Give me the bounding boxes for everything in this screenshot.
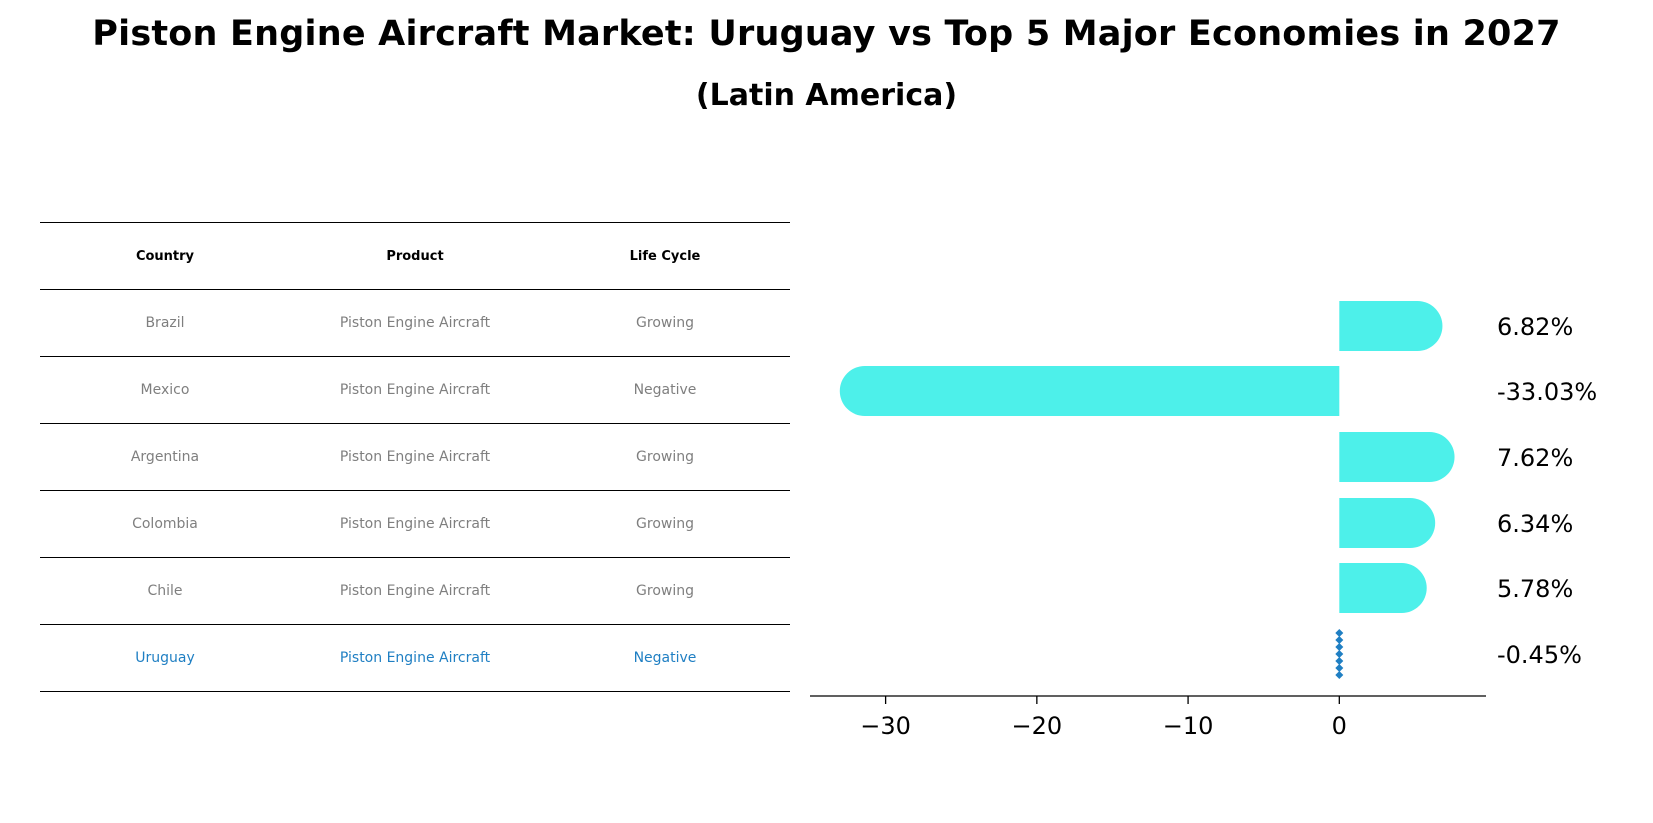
header-life-cycle: Life Cycle [629, 248, 701, 264]
cell-life-cycle: Negative [633, 650, 697, 666]
bar-brazil [1339, 301, 1443, 351]
header-country: Country [135, 248, 195, 264]
cell-product: Piston Engine Aircraft [339, 315, 491, 331]
table-row: Colombia Piston Engine Aircraft Growing [40, 490, 790, 557]
header-product: Product [386, 248, 444, 264]
cell-product: Piston Engine Aircraft [339, 516, 491, 532]
x-tick-label: 0 [1332, 712, 1347, 740]
bar-colombia [1339, 498, 1436, 548]
cell-country: Mexico [140, 382, 190, 398]
cell-product: Piston Engine Aircraft [339, 583, 491, 599]
chart-title: Piston Engine Aircraft Market: Uruguay v… [92, 14, 1561, 54]
cell-product: Piston Engine Aircraft [339, 382, 491, 398]
bar-mexico [839, 366, 1340, 416]
table-row: Chile Piston Engine Aircraft Growing [40, 557, 790, 624]
value-label-argentina: 7.62% [1497, 444, 1573, 472]
bar-chile [1339, 563, 1427, 613]
value-label-mexico: -33.03% [1497, 378, 1597, 406]
cell-country: Brazil [145, 315, 185, 331]
cell-life-cycle: Growing [636, 315, 694, 331]
table-header-row: Country Product Life Cycle [40, 222, 790, 289]
market-table: Country Product Life Cycle Brazil Piston… [40, 222, 790, 692]
cell-life-cycle: Growing [636, 583, 694, 599]
value-label-brazil: 6.82% [1497, 313, 1573, 341]
value-label-chile: 5.78% [1497, 575, 1573, 603]
cell-country: Uruguay [135, 650, 195, 666]
table-row: Brazil Piston Engine Aircraft Growing [40, 289, 790, 356]
value-label-uruguay: -0.45% [1497, 641, 1582, 669]
x-tick-label: −20 [1012, 712, 1063, 740]
table-row: Argentina Piston Engine Aircraft Growing [40, 423, 790, 490]
cell-country: Argentina [130, 449, 200, 465]
cell-life-cycle: Growing [636, 516, 694, 532]
table-row: Mexico Piston Engine Aircraft Negative [40, 356, 790, 423]
cell-product: Piston Engine Aircraft [339, 449, 491, 465]
table-row-highlight: Uruguay Piston Engine Aircraft Negative [40, 624, 790, 692]
cell-country: Chile [147, 583, 183, 599]
bar-uruguay [1335, 629, 1344, 679]
bar-argentina [1339, 432, 1455, 482]
chart-subtitle: (Latin America) [695, 78, 958, 113]
cell-life-cycle: Growing [636, 449, 694, 465]
cell-life-cycle: Negative [633, 382, 697, 398]
x-tick-label: −10 [1163, 712, 1214, 740]
value-label-colombia: 6.34% [1497, 510, 1573, 538]
cell-country: Colombia [132, 516, 198, 532]
cell-product: Piston Engine Aircraft [339, 650, 491, 666]
x-tick-label: −30 [860, 712, 911, 740]
